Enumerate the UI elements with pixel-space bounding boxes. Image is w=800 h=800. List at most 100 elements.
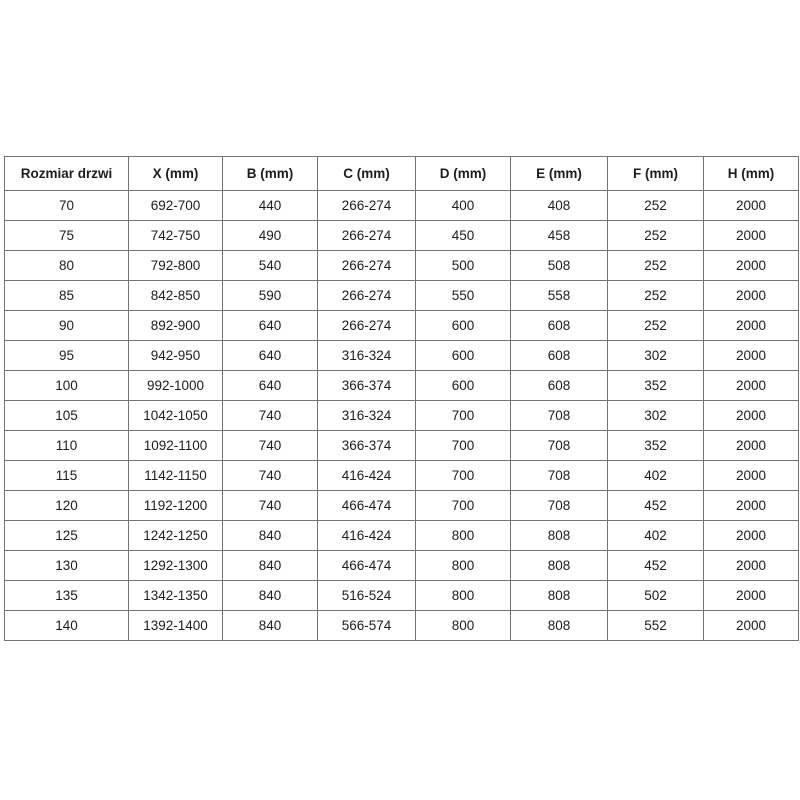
table-cell: 550 xyxy=(415,280,511,311)
table-cell: 140 xyxy=(4,610,129,641)
table-cell: 600 xyxy=(415,340,511,371)
table-cell: 540 xyxy=(222,250,318,281)
table-cell: 95 xyxy=(4,340,129,371)
table-cell: 416-424 xyxy=(317,460,416,491)
table-cell: 120 xyxy=(4,490,129,521)
table-cell: 942-950 xyxy=(128,340,223,371)
table-cell: 316-324 xyxy=(317,340,416,371)
table-cell: 502 xyxy=(607,580,704,611)
table-cell: 740 xyxy=(222,400,318,431)
table-cell: 708 xyxy=(510,460,608,491)
table-cell: 75 xyxy=(4,220,129,251)
table-cell: 266-274 xyxy=(317,250,416,281)
table-row: 110 1092-1100 740 366-374 700 708 352 2000 xyxy=(4,430,799,461)
column-header: X (mm) xyxy=(128,156,223,191)
table-cell: 110 xyxy=(4,430,129,461)
table-cell: 708 xyxy=(510,430,608,461)
table-cell: 740 xyxy=(222,460,318,491)
table-cell: 740 xyxy=(222,430,318,461)
table-cell: 440 xyxy=(222,190,318,221)
table-row: 95 942-950 640 316-324 600 608 302 2000 xyxy=(4,340,799,371)
table-cell: 892-900 xyxy=(128,310,223,341)
table-cell: 608 xyxy=(510,340,608,371)
table-cell: 608 xyxy=(510,310,608,341)
table-cell: 1142-1150 xyxy=(128,460,223,491)
table-cell: 2000 xyxy=(703,460,799,491)
table-cell: 252 xyxy=(607,220,704,251)
table-cell: 508 xyxy=(510,250,608,281)
table-row: 80 792-800 540 266-274 500 508 252 2000 xyxy=(4,250,799,281)
table-cell: 840 xyxy=(222,550,318,581)
table-cell: 2000 xyxy=(703,190,799,221)
table-cell: 842-850 xyxy=(128,280,223,311)
table-cell: 115 xyxy=(4,460,129,491)
header-row: Rozmiar drzwi X (mm) B (mm) C (mm) D (mm) E (… xyxy=(4,156,799,191)
table-cell: 800 xyxy=(415,520,511,551)
table-body: 70 692-700 440 266-274 400 408 252 2000 75 742-75… xyxy=(4,190,799,641)
table-cell: 458 xyxy=(510,220,608,251)
table-cell: 90 xyxy=(4,310,129,341)
table-row: 120 1192-1200 740 466-474 700 708 452 2000 xyxy=(4,490,799,521)
table-cell: 1392-1400 xyxy=(128,610,223,641)
table-cell: 70 xyxy=(4,190,129,221)
table-cell: 2000 xyxy=(703,550,799,581)
table-cell: 1242-1250 xyxy=(128,520,223,551)
table-cell: 800 xyxy=(415,610,511,641)
table-row: 125 1242-1250 840 416-424 800 808 402 2000 xyxy=(4,520,799,551)
table-cell: 266-274 xyxy=(317,280,416,311)
table-row: 75 742-750 490 266-274 450 458 252 2000 xyxy=(4,220,799,251)
table-cell: 800 xyxy=(415,580,511,611)
table-cell: 2000 xyxy=(703,370,799,401)
table-cell: 452 xyxy=(607,550,704,581)
table-cell: 2000 xyxy=(703,400,799,431)
table-cell: 402 xyxy=(607,460,704,491)
table-row: 105 1042-1050 740 316-324 700 708 302 2000 xyxy=(4,400,799,431)
table-cell: 402 xyxy=(607,520,704,551)
table-cell: 566-574 xyxy=(317,610,416,641)
table-cell: 992-1000 xyxy=(128,370,223,401)
table-cell: 400 xyxy=(415,190,511,221)
table-cell: 252 xyxy=(607,310,704,341)
table-row: 130 1292-1300 840 466-474 800 808 452 2000 xyxy=(4,550,799,581)
table-cell: 608 xyxy=(510,370,608,401)
table-row: 115 1142-1150 740 416-424 700 708 402 2000 xyxy=(4,460,799,491)
table-cell: 840 xyxy=(222,610,318,641)
table-cell: 1092-1100 xyxy=(128,430,223,461)
table-cell: 1192-1200 xyxy=(128,490,223,521)
table-cell: 600 xyxy=(415,370,511,401)
table-row: 90 892-900 640 266-274 600 608 252 2000 xyxy=(4,310,799,341)
table-cell: 2000 xyxy=(703,250,799,281)
table-cell: 366-374 xyxy=(317,430,416,461)
column-header: E (mm) xyxy=(510,156,608,191)
table-cell: 800 xyxy=(415,550,511,581)
table-cell: 808 xyxy=(510,610,608,641)
table-cell: 466-474 xyxy=(317,490,416,521)
table-cell: 2000 xyxy=(703,280,799,311)
table-cell: 640 xyxy=(222,370,318,401)
table-cell: 352 xyxy=(607,430,704,461)
table-cell: 105 xyxy=(4,400,129,431)
table-cell: 740 xyxy=(222,490,318,521)
table-cell: 252 xyxy=(607,190,704,221)
table-cell: 558 xyxy=(510,280,608,311)
table-cell: 708 xyxy=(510,490,608,521)
table-cell: 316-324 xyxy=(317,400,416,431)
table-cell: 2000 xyxy=(703,310,799,341)
table-cell: 450 xyxy=(415,220,511,251)
table-cell: 742-750 xyxy=(128,220,223,251)
table-cell: 808 xyxy=(510,550,608,581)
table-cell: 840 xyxy=(222,520,318,551)
column-header: B (mm) xyxy=(222,156,318,191)
table-cell: 266-274 xyxy=(317,310,416,341)
table-cell: 692-700 xyxy=(128,190,223,221)
table-cell: 552 xyxy=(607,610,704,641)
table-cell: 700 xyxy=(415,460,511,491)
table-row: 135 1342-1350 840 516-524 800 808 502 2000 xyxy=(4,580,799,611)
table-cell: 808 xyxy=(510,520,608,551)
table-cell: 2000 xyxy=(703,580,799,611)
table-cell: 85 xyxy=(4,280,129,311)
column-header: F (mm) xyxy=(607,156,704,191)
table-cell: 135 xyxy=(4,580,129,611)
table-cell: 590 xyxy=(222,280,318,311)
